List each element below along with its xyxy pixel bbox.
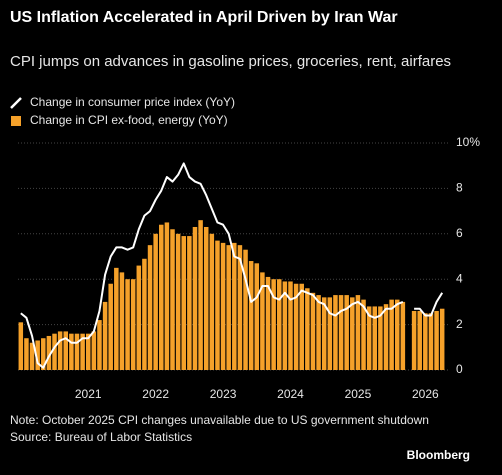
bar [52, 333, 57, 370]
bar [80, 333, 85, 370]
y-tick-label: 4 [456, 271, 463, 285]
y-tick-label: 8 [456, 181, 463, 195]
x-tick-label: 2022 [142, 387, 169, 401]
y-tick-label: 2 [456, 317, 463, 331]
bar [35, 340, 40, 370]
bar [130, 279, 136, 370]
chart-title: US Inflation Accelerated in April Driven… [10, 9, 398, 26]
bar [288, 281, 293, 370]
bar [411, 310, 417, 370]
bar [350, 297, 355, 370]
bar [203, 226, 209, 370]
bar [344, 295, 349, 370]
bar [142, 258, 147, 370]
bar [74, 333, 80, 370]
bar [187, 236, 192, 370]
bar [260, 272, 265, 370]
bar [226, 245, 231, 370]
bar [29, 342, 35, 370]
bar [108, 283, 113, 370]
bar [333, 295, 338, 370]
bar [41, 338, 46, 370]
bar [91, 331, 97, 370]
chart-subtitle: CPI jumps on advances in gasoline prices… [10, 53, 452, 70]
bar [237, 245, 243, 370]
bar [220, 242, 226, 370]
legend-swatch [10, 97, 22, 109]
bar [389, 299, 394, 370]
legend-swatch [11, 116, 21, 126]
bar [159, 224, 164, 370]
logo: Bloomberg [407, 448, 470, 462]
bar [153, 233, 158, 370]
bar [378, 306, 383, 370]
x-tick-label: 2023 [210, 387, 237, 401]
bar [417, 310, 422, 370]
legend-label: Change in CPI ex-food, energy (YoY) [30, 113, 228, 127]
bar [400, 301, 406, 370]
bar [434, 310, 439, 370]
bar [209, 233, 215, 370]
bar [24, 338, 29, 370]
bar [243, 249, 248, 370]
bar [338, 295, 344, 370]
bar [147, 245, 153, 370]
bar [316, 295, 321, 370]
bar [372, 306, 378, 370]
bar [136, 265, 142, 370]
x-tick-label: 2025 [345, 387, 372, 401]
bar [198, 220, 203, 370]
bar [355, 295, 361, 370]
bar [164, 222, 170, 370]
bar [215, 240, 220, 370]
bar [321, 297, 327, 370]
bar [293, 283, 299, 370]
bar [271, 279, 276, 370]
bar [299, 283, 304, 370]
bar [366, 306, 372, 370]
bar [361, 299, 366, 370]
bar [102, 301, 108, 370]
bar [119, 272, 125, 370]
bar [175, 233, 181, 370]
bar [423, 313, 428, 370]
bar [232, 242, 237, 370]
bar [394, 299, 400, 370]
y-tick-label: 6 [456, 226, 463, 240]
bar [277, 279, 282, 370]
bar [383, 304, 389, 370]
x-tick-label: 2021 [75, 387, 102, 401]
bar [114, 267, 119, 370]
x-tick-label: 2026 [412, 387, 439, 401]
bar [125, 279, 130, 370]
bar [439, 308, 445, 370]
bar [254, 263, 260, 370]
bar [282, 281, 288, 370]
y-tick-label: 0 [456, 362, 463, 376]
bar [310, 292, 316, 370]
bar [248, 261, 254, 370]
bar [46, 335, 52, 370]
x-tick-label: 2024 [277, 387, 304, 401]
y-tick-label: 10% [456, 135, 480, 149]
bar [18, 322, 24, 370]
bar [97, 320, 102, 370]
bar [428, 313, 434, 370]
bar [85, 333, 91, 370]
bar [69, 333, 74, 370]
bar [63, 331, 69, 370]
source: Source: Bureau of Labor Statistics [10, 430, 192, 444]
bar [192, 226, 198, 370]
bar [57, 331, 63, 370]
bar [170, 229, 175, 370]
bar [265, 276, 271, 370]
note: Note: October 2025 CPI changes unavailab… [10, 413, 429, 427]
bar [305, 288, 310, 370]
legend-label: Change in consumer price index (YoY) [30, 95, 235, 109]
line [20, 162, 444, 369]
bar [181, 236, 186, 370]
bar [327, 297, 333, 370]
